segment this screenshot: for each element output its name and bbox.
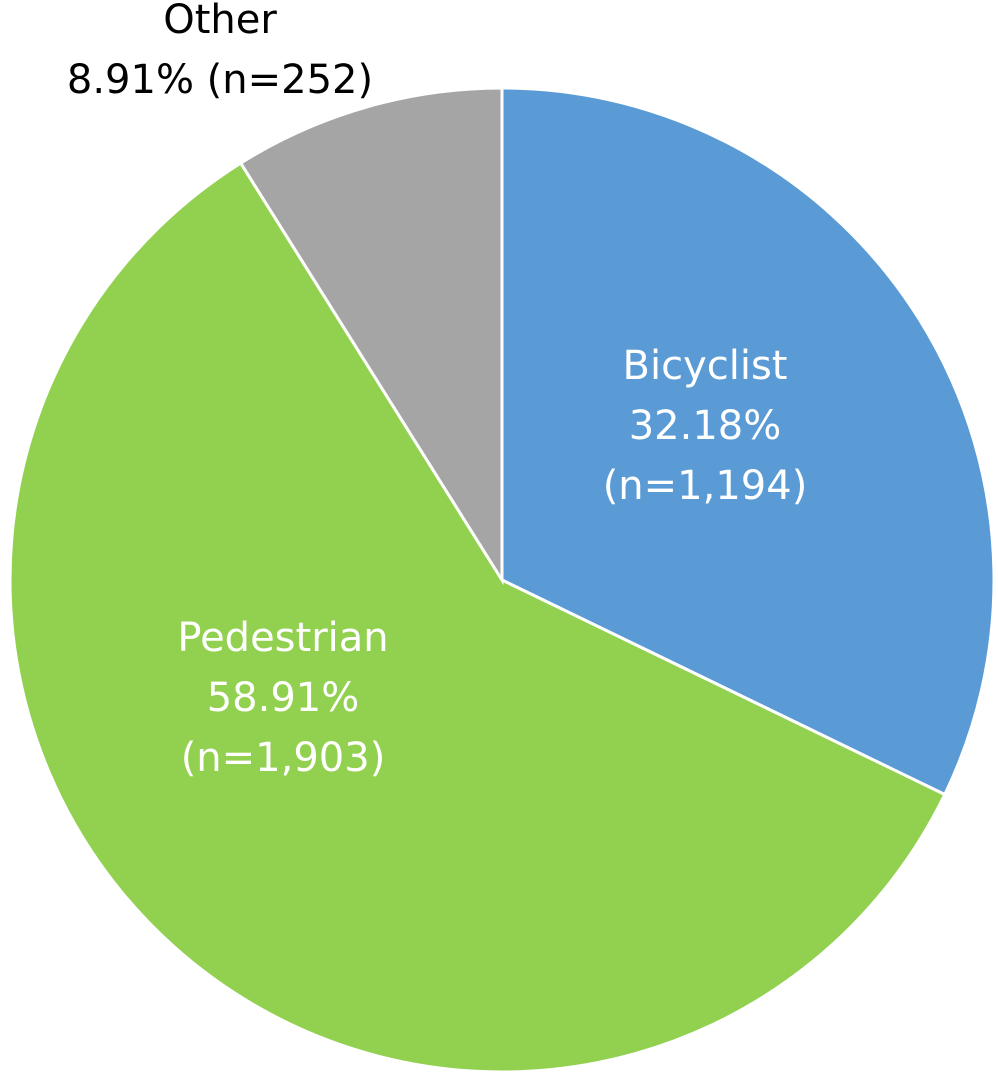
count-label: (n=252)	[207, 57, 373, 103]
count-label: (n=1,194)	[603, 463, 808, 509]
pie-slice	[500, 86, 996, 797]
pie-slice	[238, 86, 504, 586]
slice-label-name: Bicyclist	[623, 343, 788, 389]
value-label: 8.91%	[67, 57, 194, 103]
slice-label-name: Other	[163, 0, 277, 43]
slice-label-detail: 8.91% (n=252)	[67, 57, 373, 103]
count-label: (n=1,903)	[181, 735, 386, 781]
value-label: 58.91%	[207, 675, 360, 721]
slice-label-name: Pedestrian	[177, 615, 388, 661]
value-label: 32.18%	[629, 403, 782, 449]
pie-slice	[8, 161, 947, 1074]
